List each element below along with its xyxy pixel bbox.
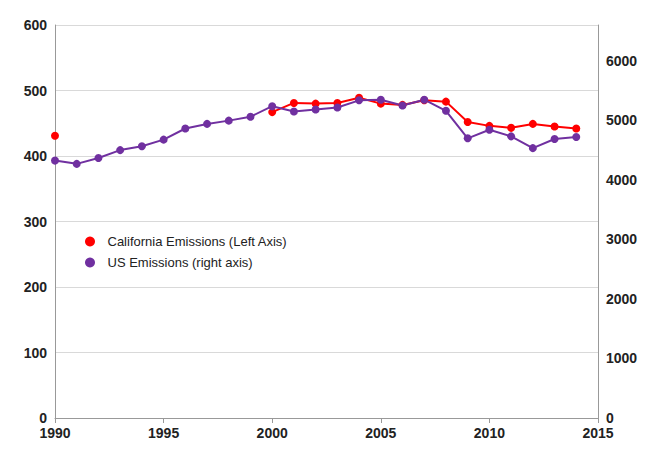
svg-text:1995: 1995: [148, 425, 179, 441]
svg-text:5000: 5000: [606, 112, 637, 128]
svg-text:2000: 2000: [606, 291, 637, 307]
svg-text:1000: 1000: [606, 350, 637, 366]
svg-text:4000: 4000: [606, 172, 637, 188]
svg-text:California Emissions (Left Axi: California Emissions (Left Axis): [108, 234, 287, 249]
svg-text:0: 0: [606, 410, 614, 426]
svg-text:300: 300: [24, 214, 48, 230]
svg-text:400: 400: [24, 148, 48, 164]
svg-text:2000: 2000: [257, 425, 288, 441]
svg-text:2015: 2015: [582, 425, 613, 441]
svg-text:0: 0: [39, 410, 47, 426]
svg-text:6000: 6000: [606, 53, 637, 69]
svg-text:100: 100: [24, 345, 48, 361]
svg-text:3000: 3000: [606, 231, 637, 247]
svg-text:600: 600: [24, 17, 48, 33]
svg-text:2005: 2005: [365, 425, 396, 441]
svg-text:500: 500: [24, 83, 48, 99]
svg-text:200: 200: [24, 279, 48, 295]
svg-text:2010: 2010: [474, 425, 505, 441]
svg-text:1990: 1990: [39, 425, 70, 441]
svg-text:US Emissions (right axis): US Emissions (right axis): [108, 255, 253, 270]
